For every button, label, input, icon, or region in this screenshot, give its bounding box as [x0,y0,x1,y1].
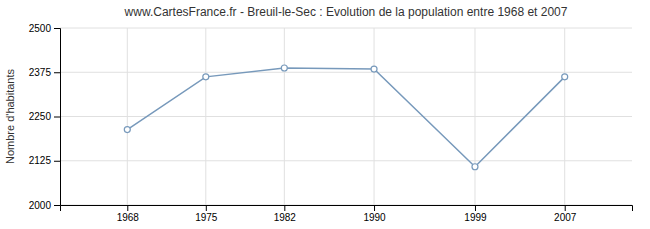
point [472,164,478,170]
grid-line [564,28,565,205]
tick: 1968 [117,205,140,223]
tick: 2125 [29,155,60,166]
grid-line [474,28,475,205]
tick: 2007 [554,205,577,223]
tick-mark [54,117,60,118]
tick: 1999 [464,205,487,223]
marks [124,65,567,170]
tick: 1982 [274,205,297,223]
tick: 2375 [29,67,60,78]
point [281,65,287,71]
tick-label: 1982 [274,212,297,223]
tick-mark [54,205,60,206]
tick-label: 1999 [464,212,487,223]
point [562,74,568,80]
tick-label: 1968 [117,212,140,223]
grid-line [374,28,375,205]
axis-line [61,206,633,212]
tick-label: 2375 [29,67,52,78]
tick-label: 2250 [29,111,52,122]
grid-line [60,72,632,73]
y-axis-title: Nombre d'habitants [4,68,16,164]
tick-mark [54,72,60,73]
title: www.CartesFrance.fr - Breuil-le-Sec : Ev… [124,5,568,19]
tick-label: 2500 [29,23,52,34]
chart: 1968 1975 1982 1990 1999 2007 2000 2125 2250 2375… [0,0,650,229]
grid-line [60,160,632,161]
grid-line [205,28,206,205]
tick-mark [284,205,285,211]
tick-label: 2125 [29,155,52,166]
x-axis: 1968 1975 1982 1990 1999 2007 [61,205,633,223]
tick-label: 1990 [363,212,386,223]
tick: 1990 [363,205,386,223]
tick: 2500 [29,23,60,34]
tick: 2000 [29,200,60,211]
grid-line [127,28,128,205]
tick-label: 2007 [554,212,577,223]
tick-label: 1975 [195,212,218,223]
tick-label: 2000 [29,200,52,211]
grid-line [60,28,632,29]
tick-mark [565,205,566,211]
tick-mark [54,28,60,29]
y-axis: 2000 2125 2250 2375 2500 [29,23,61,211]
tick-mark [206,205,207,211]
tick-mark [475,205,476,211]
tick-mark [127,205,128,211]
tick-mark [54,161,60,162]
tick: 1975 [195,205,218,223]
tick-mark [374,205,375,211]
line [127,68,564,167]
point [203,74,209,80]
axis-line [54,29,61,206]
point [124,127,130,133]
grid-line [284,28,285,205]
tick: 2250 [29,111,60,122]
point [371,66,377,72]
grid [60,28,632,205]
